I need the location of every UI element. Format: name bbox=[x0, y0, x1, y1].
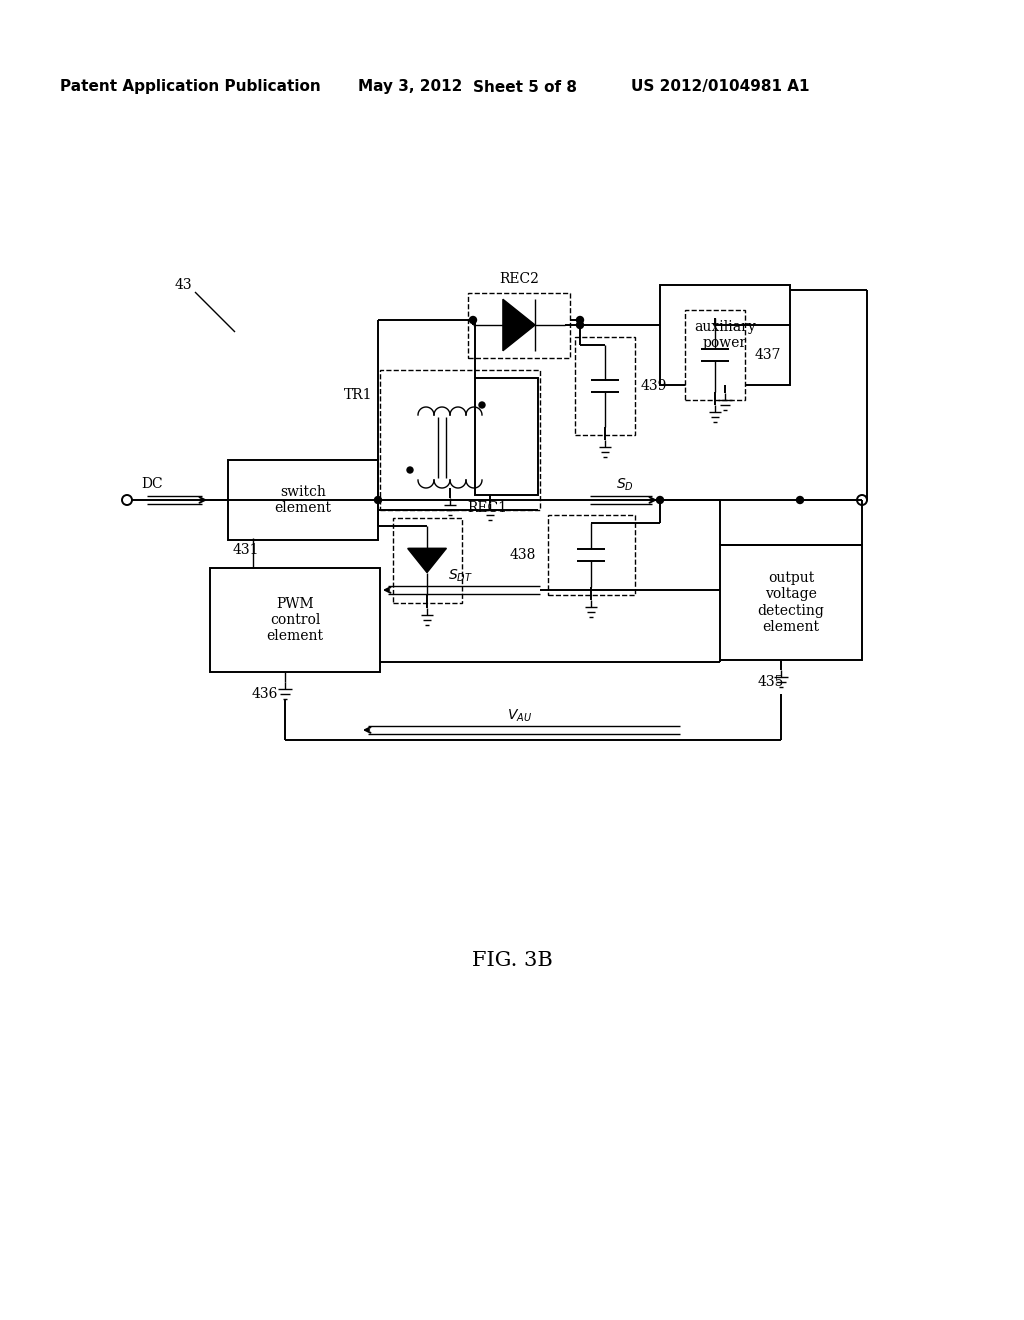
Text: $S_{DT}$: $S_{DT}$ bbox=[447, 568, 472, 585]
Polygon shape bbox=[408, 548, 446, 573]
Text: Patent Application Publication: Patent Application Publication bbox=[59, 79, 321, 95]
Bar bbox=[475, 378, 538, 495]
Text: $V_{AU}$: $V_{AU}$ bbox=[508, 708, 532, 725]
Text: REC2: REC2 bbox=[499, 272, 539, 286]
Text: REC1: REC1 bbox=[467, 502, 507, 515]
Bar bbox=[548, 515, 635, 595]
Circle shape bbox=[479, 403, 485, 408]
Bar bbox=[575, 337, 635, 436]
Text: 436: 436 bbox=[252, 686, 279, 701]
Text: 431: 431 bbox=[232, 543, 259, 557]
Text: output
voltage
detecting
element: output voltage detecting element bbox=[758, 572, 824, 634]
Text: May 3, 2012: May 3, 2012 bbox=[357, 79, 462, 95]
Circle shape bbox=[577, 317, 584, 323]
Polygon shape bbox=[503, 300, 536, 351]
Text: 43: 43 bbox=[174, 279, 191, 292]
Bar bbox=[720, 545, 862, 660]
Text: switch
element: switch element bbox=[274, 484, 332, 515]
Text: Sheet 5 of 8: Sheet 5 of 8 bbox=[473, 79, 577, 95]
Text: 439: 439 bbox=[641, 379, 668, 393]
Bar bbox=[210, 568, 380, 672]
Text: TR1: TR1 bbox=[343, 388, 372, 403]
Circle shape bbox=[656, 496, 664, 503]
Text: DC: DC bbox=[141, 477, 163, 491]
Circle shape bbox=[577, 322, 584, 329]
Text: $S_D$: $S_D$ bbox=[616, 477, 634, 494]
Bar bbox=[468, 293, 570, 358]
Text: US 2012/0104981 A1: US 2012/0104981 A1 bbox=[631, 79, 809, 95]
Bar bbox=[685, 310, 745, 400]
Circle shape bbox=[469, 317, 476, 323]
Text: 435: 435 bbox=[758, 675, 784, 689]
Bar bbox=[228, 459, 378, 540]
Text: 437: 437 bbox=[755, 348, 781, 362]
Circle shape bbox=[375, 496, 382, 503]
Bar bbox=[380, 370, 540, 510]
Bar bbox=[393, 517, 462, 603]
Text: auxiliary
power: auxiliary power bbox=[694, 319, 756, 350]
Circle shape bbox=[407, 467, 413, 473]
Bar bbox=[660, 285, 790, 385]
Text: FIG. 3B: FIG. 3B bbox=[472, 950, 552, 969]
Text: PWM
control
element: PWM control element bbox=[266, 597, 324, 643]
Circle shape bbox=[797, 496, 804, 503]
Text: 438: 438 bbox=[510, 548, 536, 562]
